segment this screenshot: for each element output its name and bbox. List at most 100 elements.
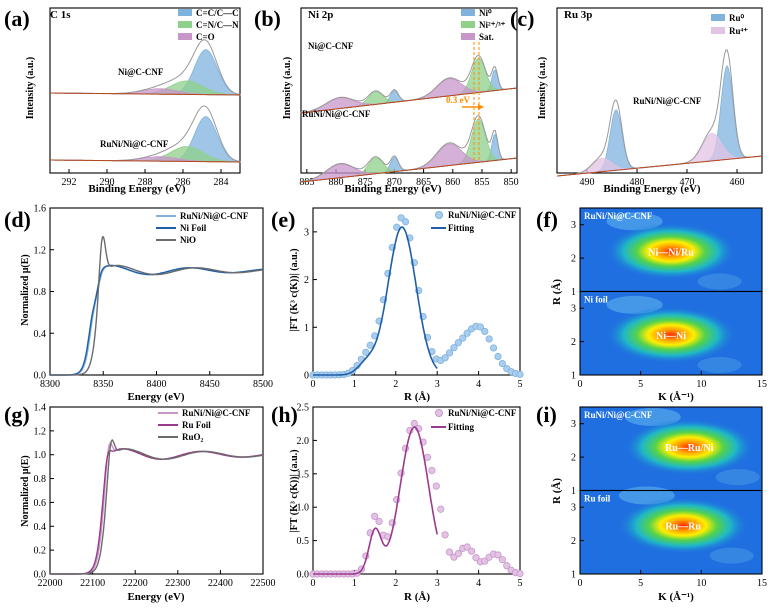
heatmap-blob-i-1-b [709,547,754,564]
heatmap-name-i-0: RuNi/Ni@C-CNF [584,410,653,420]
legend-e: RuNi/Ni@C-CNF Fitting [431,210,517,233]
panel-e: (e) 0 1 2 3 4 5 0 1 2 3 RuNi/Ni@C-CNF Fitting |FT… [271,207,524,403]
heatmap-name-f-0: RuNi/Ni@C-CNF [584,211,653,221]
xlabel-d: Energy (eV) [127,391,184,403]
heatmap-frame-f-1 [579,290,763,376]
y-tick-label-g-5: 1.0 [34,450,47,461]
y-tick-label-f-1-1: 2 [571,337,576,348]
legend-label-d-1: Ni Foil [180,223,207,233]
series-line-d-0 [50,264,264,376]
plot-area-c: 490 480 470 460 [556,7,763,188]
y-tick-label-h-4: 2.0 [297,436,310,447]
background-b-1 [300,157,518,183]
axes-frame-e [312,207,521,376]
legend-g: RuNi/Ni@C-CNF Ru Foil RuO₂ [158,408,251,442]
x-tick-label-d-3: 8450 [200,379,220,390]
x-tick-label-d-2: 8400 [147,379,167,390]
x-tick-label-g-3: 22300 [165,578,190,589]
heatmap-name-i-1: Ru foil [584,494,611,504]
data-point-e-47 [516,370,524,378]
legend-label-c-1: Ru⁴⁺ [729,26,748,36]
panel-label-e: (e) [271,207,295,232]
plot-area-i: RuNi/Ni@C-CNF Ru—Ru/Ni 1 2 3 Ru foil Ru—Ru 1 2 3 0… [571,406,767,589]
title-c: Ru 3p [564,9,592,21]
xlabel-g: Energy (eV) [127,591,184,603]
plot-area-h: 0 1 2 3 4 5 0.0 0.5 1.0 1.5 2.0 2.5 [297,403,524,589]
x-tick-label-h-1: 1 [352,578,357,589]
legend-swatch-c-0 [711,14,725,21]
y-tick-label-i-0-0: 1 [571,486,576,497]
heatmap-peak-f-0 [605,223,737,280]
legend-c: Ru⁰ Ru⁴⁺ [711,13,748,36]
x-tick-label-a-1: 290 [100,177,115,188]
data-point-h-33 [454,550,462,558]
legend-h: RuNi/Ni@C-CNF Fitting [431,408,517,432]
data-point-e-34 [459,334,467,342]
x-tick-label-i-3: 15 [757,578,767,589]
data-point-e-20 [397,214,405,222]
x-tick-label-i-2: 10 [696,578,706,589]
y-tick-label-h-3: 1.5 [297,469,310,480]
legend-label-h-1: Fitting [448,422,474,432]
panel-d: (d) 8300 8350 8400 8450 85000.00.40.81.21.6 … [4,204,273,404]
data-point-h-30 [441,531,449,539]
x-tick-label-g-0: 22000 [38,578,63,589]
x-tick-label-a-2: 288 [138,177,153,188]
y-tick-label-h-1: 0.5 [297,536,310,547]
y-tick-label-e-3: 3 [304,227,309,238]
legend-label-e-1: Fitting [448,223,474,233]
plot-area-f: RuNi/Ni@C-CNF Ni—Ni/Ru 1 2 3 Ni foil Ni—Ni 1 2 3 0… [571,207,767,390]
x-tick-label-h-2: 2 [393,578,398,589]
heatmap-peak-label-f-0: Ni—Ni/Ru [648,247,694,258]
panel-label-i: (i) [536,402,557,427]
ylabel-e: |FT (K³ c(K))| (a.u.) [289,248,300,331]
plot-area-g: 22000 22100 22200 22300 22400 22500 0.0 0.2 0.4 0… [34,403,276,590]
legend-label-b-2: Sat. [479,32,494,42]
y-tick-label-f-1-2: 3 [571,304,576,315]
axes-frame-h [312,406,521,575]
y-tick-label-f-0-2: 3 [571,220,576,231]
heatmap-peak-label-i-0: Ru—Ru/Ni [665,443,714,454]
x-tick-label-b-4: 865 [416,177,431,188]
y-tick-label-i-0-1: 2 [571,453,576,464]
x-tick-label-c-2: 470 [680,177,695,188]
ylabel-i: R (Å) [551,478,563,504]
y-tick-label-e-0: 0 [304,371,309,382]
y-tick-label-d-1: 0.4 [34,329,47,340]
panel-label-b: (b) [254,6,281,31]
data-point-h-28 [432,482,440,490]
y-tick-label-i-0-2: 3 [571,419,576,430]
shift-annotation-b: 0.3 eV [446,95,470,105]
x-tick-label-f-1: 5 [638,379,643,390]
panel-g: (g) 22000 22100 22200 22300 22400 22500 0.0 0.2… [4,402,276,603]
x-tick-label-f-2: 10 [696,379,706,390]
plot-area-a: 292 290 288 286 284 [49,7,241,188]
data-point-e-40 [485,335,493,343]
data-point-h-37 [472,554,480,562]
legend-marker-h-0 [435,409,443,417]
plot-area-b: 885 880 875 870 865 860 855 850 [299,7,519,188]
curve-label-b-0: Ni@C-CNF [308,41,354,51]
data-point-e-32 [450,344,458,352]
x-tick-label-e-5: 5 [518,379,523,390]
data-point-h-43 [498,556,506,564]
x-tick-label-d-4: 8500 [253,379,273,390]
xlabel-e: R (Å) [404,391,430,403]
data-point-h-35 [463,543,471,551]
x-tick-label-c-3: 460 [730,177,745,188]
ylabel-b: Intensity (a.u.) [282,57,293,120]
x-tick-label-b-3: 870 [387,177,402,188]
legend-label-c-0: Ru⁰ [729,13,745,23]
x-tick-label-b-0: 885 [299,177,314,188]
y-tick-label-h-2: 1.0 [297,503,310,514]
legend-label-h-0: RuNi/Ni@C-CNF [448,408,517,418]
heatmap-peak-i-0 [623,418,755,476]
legend-swatch-b-2 [461,33,475,40]
data-point-e-43 [498,359,506,368]
legend-label-g-1: Ru Foil [182,420,211,430]
heatmap-blob-f-0-b [697,273,742,290]
panel-a: (a) C 1s C=C/C—C C=N/C—N C=O 292 290 288 28… [4,6,241,195]
y-tick-label-d-0: 0.0 [34,371,47,382]
y-tick-label-g-1: 0.2 [34,546,47,557]
ylabel-f: R (Å) [551,279,563,305]
